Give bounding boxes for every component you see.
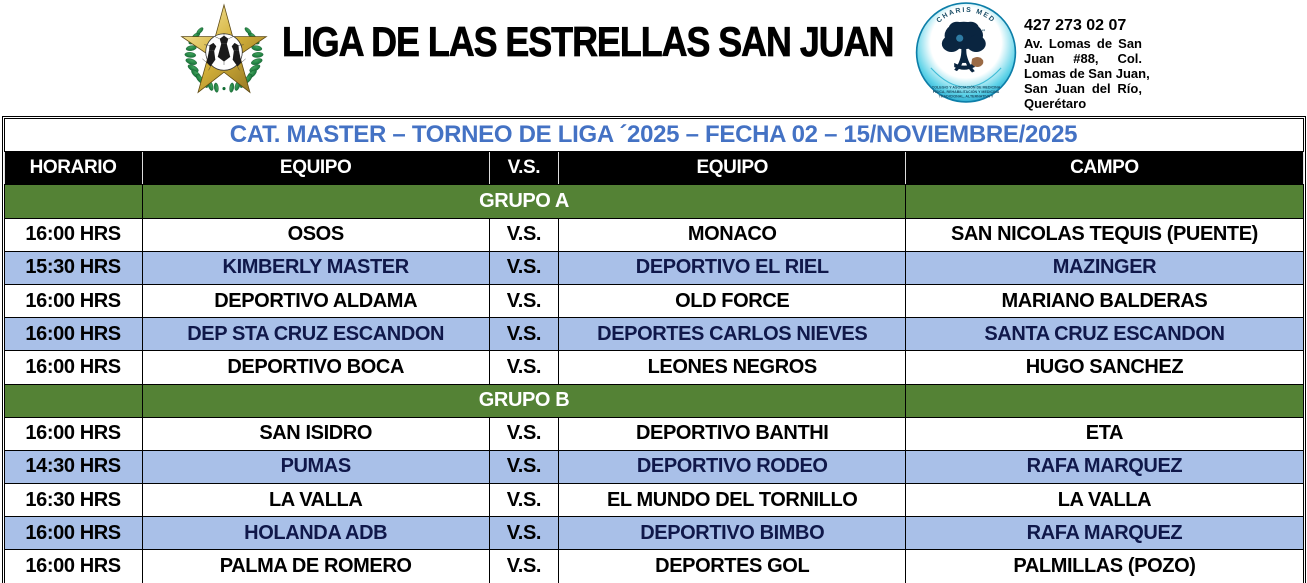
svg-text:TRADICIONAL, ALTERNATIVA Y: TRADICIONAL, ALTERNATIVA Y [938, 94, 993, 98]
svg-text:FÍSICA, REHABILITACIÓN Y MEDIC: FÍSICA, REHABILITACIÓN Y MEDICINA [932, 89, 999, 94]
svg-text:COLEGIO Y ASOCIACIÓN DE MEDICI: COLEGIO Y ASOCIACIÓN DE MEDICINA [931, 84, 1000, 89]
